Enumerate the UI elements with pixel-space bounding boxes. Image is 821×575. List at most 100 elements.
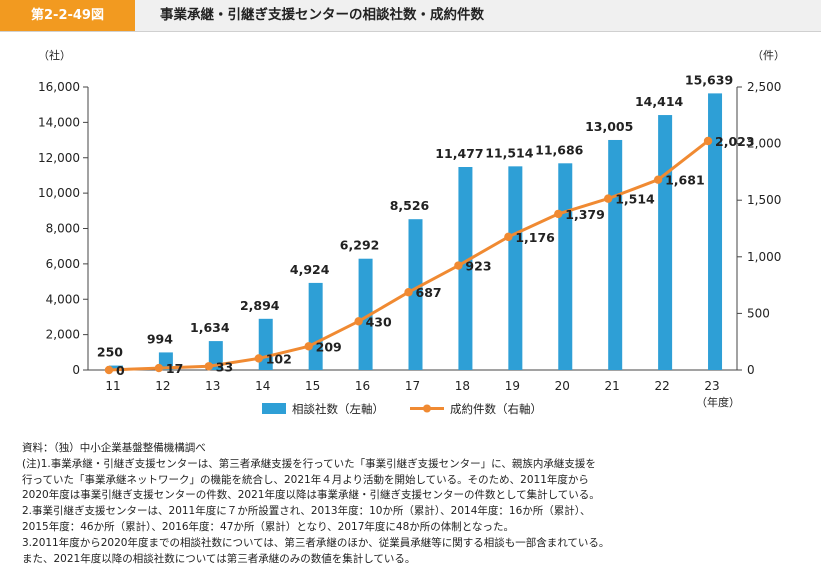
y-left-tick-label: 12,000 bbox=[38, 151, 80, 165]
source-note: 資料：（独）中小企業基盤整備機構調べ bbox=[22, 442, 206, 454]
line-point bbox=[254, 354, 263, 363]
chart-legend: 相談社数（左軸） 成約件数（右軸） bbox=[262, 402, 542, 416]
x-tick-label: 12 bbox=[155, 379, 170, 393]
y-left-tick-label: 2,000 bbox=[46, 328, 80, 342]
bar bbox=[708, 93, 723, 370]
x-tick-label: 22 bbox=[654, 379, 669, 393]
bar-value-label: 15,639 bbox=[685, 72, 733, 87]
bar-value-label: 11,686 bbox=[535, 142, 584, 157]
bar-value-label: 4,924 bbox=[290, 262, 330, 277]
bar-value-label: 994 bbox=[147, 331, 173, 346]
legend-bar-swatch bbox=[262, 403, 286, 414]
legend-line-marker bbox=[423, 404, 431, 413]
line-value-label: 0 bbox=[116, 363, 125, 378]
figure-number: 第2-2-49図 bbox=[0, 0, 135, 31]
line-value-label: 430 bbox=[366, 314, 392, 329]
line-value-label: 1,514 bbox=[615, 192, 655, 207]
bar bbox=[208, 341, 223, 370]
line-value-label: 923 bbox=[465, 259, 491, 274]
y-right-tick-label: 500 bbox=[747, 306, 770, 320]
y-left-tick-label: 6,000 bbox=[46, 257, 80, 271]
bar-value-label: 250 bbox=[97, 345, 123, 360]
chart-notes: 資料：（独）中小企業基盤整備機構調べ (注)1.事業承継・引継ぎ支援センターは、… bbox=[22, 441, 812, 567]
line-value-label: 17 bbox=[166, 361, 183, 376]
bar bbox=[158, 352, 173, 370]
legend-line-label: 成約件数（右軸） bbox=[450, 402, 542, 416]
line-point bbox=[504, 232, 513, 242]
line-value-label: 687 bbox=[416, 285, 442, 300]
x-tick-label: 18 bbox=[455, 379, 470, 393]
chart-axes: 0 2,000 4,000 6,000 8,000 10,000 12,000 14,000 1… bbox=[38, 48, 785, 409]
x-tick-label: 17 bbox=[405, 379, 420, 393]
figure-header: 第2-2-49図 事業承継・引継ぎ支援センターの相談社数・成約件数 bbox=[0, 0, 821, 32]
y-left-tick-label: 16,000 bbox=[38, 80, 80, 94]
line-point bbox=[154, 363, 164, 373]
line-point bbox=[204, 362, 214, 371]
bar-value-label: 1,634 bbox=[190, 320, 230, 335]
bar-value-label: 8,526 bbox=[390, 198, 430, 213]
bar bbox=[658, 115, 673, 371]
line-point bbox=[304, 342, 313, 351]
bar-value-label: 6,292 bbox=[340, 238, 380, 253]
note-line: 2020年度は事業引継ぎ支援センターの件数、2021年度以降は事業承継・引継ぎ支… bbox=[22, 489, 600, 502]
y-left-tick-label: 8,000 bbox=[46, 222, 80, 236]
bar bbox=[108, 365, 123, 370]
combo-chart: 0 2,000 4,000 6,000 8,000 10,000 12,000 14,000 1… bbox=[38, 48, 785, 416]
line-value-label: 102 bbox=[266, 351, 292, 366]
bar bbox=[608, 139, 623, 370]
x-axis-label: （年度） bbox=[696, 395, 740, 409]
y-right-tick-label: 1,500 bbox=[747, 193, 781, 207]
bar bbox=[508, 166, 523, 370]
x-tick-label: 13 bbox=[205, 379, 220, 393]
bar bbox=[408, 219, 423, 370]
bar-value-label: 14,414 bbox=[635, 94, 684, 109]
note-line: 2.事業引継ぎ支援センターは、2011年度に７か所設置され、2013年度：10か… bbox=[22, 505, 591, 518]
line-value-label: 1,379 bbox=[565, 207, 605, 222]
bar bbox=[358, 258, 373, 370]
note-line: 2015年度：46か所（累計）、2016年度：47か所（累計）となり、2017年… bbox=[22, 520, 514, 533]
legend-bar-label: 相談社数（左軸） bbox=[292, 402, 384, 416]
line-value-label: 209 bbox=[316, 339, 342, 354]
note-line: 行っていた「事業承継ネットワーク」の機能を統合し、2021年４月より活動を開始し… bbox=[22, 473, 589, 486]
bar-value-label: 2,894 bbox=[240, 298, 280, 313]
line-point bbox=[354, 317, 363, 326]
line-point bbox=[554, 209, 563, 219]
line-point bbox=[603, 194, 613, 203]
y-left-tick-label: 4,000 bbox=[46, 292, 80, 306]
y-right-tick-label: 2,000 bbox=[747, 137, 781, 151]
line-value-label: 1,176 bbox=[515, 230, 555, 245]
line-point bbox=[703, 136, 713, 146]
y-left-unit: （社） bbox=[38, 48, 71, 62]
bar-value-label: 13,005 bbox=[585, 119, 633, 134]
line-value-label: 2,023 bbox=[715, 134, 755, 149]
figure-title: 事業承継・引継ぎ支援センターの相談社数・成約件数 bbox=[160, 7, 484, 23]
line-value-label: 33 bbox=[216, 359, 233, 374]
line-point bbox=[454, 261, 463, 270]
y-left-tick-label: 14,000 bbox=[38, 115, 80, 129]
bar bbox=[458, 167, 473, 370]
x-tick-label: 11 bbox=[105, 379, 120, 393]
note-line: また、2021年度以降の相談社数については第三者承継のみの数値を集計している。 bbox=[22, 552, 416, 565]
x-tick-label: 14 bbox=[255, 379, 270, 393]
x-tick-label: 16 bbox=[355, 379, 370, 393]
bar bbox=[308, 282, 323, 370]
line-value-label: 1,681 bbox=[665, 173, 705, 188]
y-right-tick-label: 2,500 bbox=[747, 80, 781, 94]
y-right-tick-label: 1,000 bbox=[747, 250, 781, 264]
line-point bbox=[104, 365, 114, 375]
x-tick-label: 23 bbox=[704, 379, 719, 393]
x-tick-label: 19 bbox=[505, 379, 520, 393]
y-right-tick-label: 0 bbox=[747, 363, 755, 377]
bar-value-label: 11,514 bbox=[485, 145, 534, 160]
y-left-tick-label: 0 bbox=[72, 363, 80, 377]
bar bbox=[558, 163, 573, 370]
note-line: 3.2011年度から2020年度までの相談社数については、第三者承継のほか、従業… bbox=[22, 536, 610, 549]
line-point bbox=[404, 288, 413, 297]
line-series bbox=[104, 136, 713, 375]
x-tick-label: 15 bbox=[305, 379, 320, 393]
y-left-tick-label: 10,000 bbox=[38, 186, 80, 200]
x-tick-label: 21 bbox=[605, 379, 620, 393]
note-line: (注)1.事業承継・引継ぎ支援センターは、第三者承継支援を行っていた「事業引継ぎ… bbox=[22, 457, 596, 470]
y-right-unit: （件） bbox=[752, 49, 785, 62]
